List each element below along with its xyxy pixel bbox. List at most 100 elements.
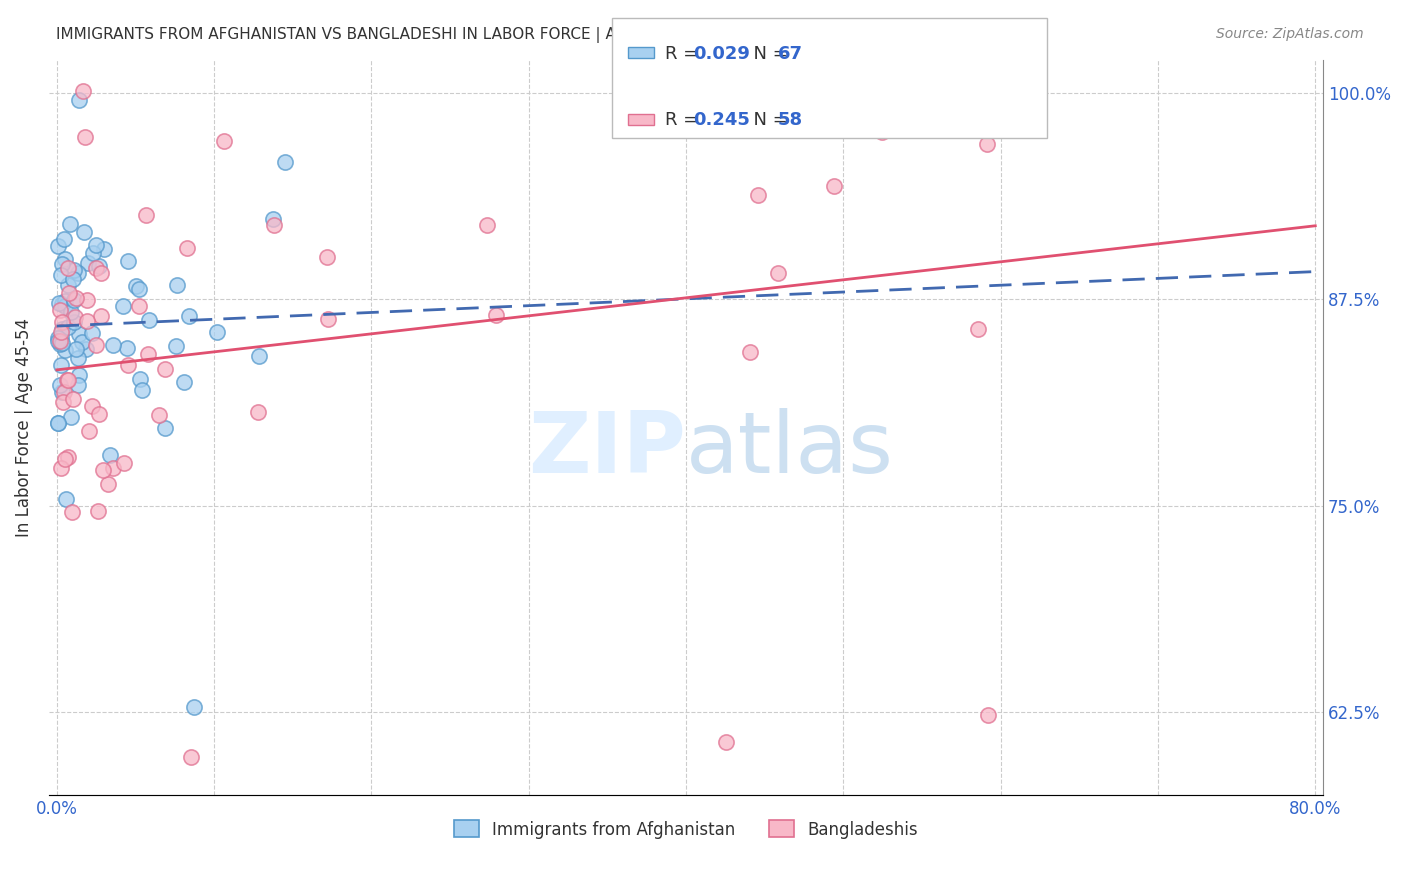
Text: R =: R = xyxy=(665,45,704,62)
Point xyxy=(72,334,94,349)
Point xyxy=(977,708,1000,723)
Point xyxy=(60,505,83,519)
Point xyxy=(67,266,90,280)
Point xyxy=(173,376,195,390)
Text: R =: R = xyxy=(665,112,704,129)
Point xyxy=(60,409,83,424)
Text: 67: 67 xyxy=(778,45,803,62)
Point xyxy=(56,277,79,292)
Point xyxy=(990,84,1012,98)
Point xyxy=(138,313,160,327)
Point xyxy=(72,84,94,98)
Point xyxy=(740,345,762,359)
Text: ZIP: ZIP xyxy=(529,408,686,491)
Point xyxy=(86,338,108,352)
Point xyxy=(48,417,70,431)
Point xyxy=(53,294,76,309)
Point xyxy=(67,368,90,382)
Point xyxy=(49,337,72,351)
Point xyxy=(84,261,107,276)
Point xyxy=(87,260,110,274)
Point xyxy=(148,408,170,422)
Point xyxy=(93,242,115,256)
Point xyxy=(315,250,337,264)
Point xyxy=(49,334,72,348)
Point xyxy=(90,266,112,280)
Point xyxy=(976,136,998,151)
Point xyxy=(98,448,121,462)
Point xyxy=(53,384,76,399)
Point xyxy=(77,425,100,439)
Point xyxy=(967,322,990,336)
Point xyxy=(49,461,72,475)
Point xyxy=(82,246,104,260)
Point xyxy=(125,279,148,293)
Text: Source: ZipAtlas.com: Source: ZipAtlas.com xyxy=(1216,27,1364,41)
Point xyxy=(58,286,80,301)
Text: 0.029: 0.029 xyxy=(693,45,749,62)
Point xyxy=(117,254,139,268)
Point xyxy=(56,260,79,275)
Point xyxy=(56,373,79,387)
Point xyxy=(62,271,84,285)
Point xyxy=(135,209,157,223)
Point xyxy=(51,321,73,335)
Point xyxy=(62,392,84,406)
Point xyxy=(56,450,79,464)
Point xyxy=(176,241,198,255)
Point xyxy=(84,238,107,252)
Point xyxy=(80,399,103,413)
Point xyxy=(136,347,159,361)
Point xyxy=(485,308,508,322)
Text: N =: N = xyxy=(742,45,794,62)
Point xyxy=(55,491,77,506)
Point xyxy=(183,700,205,714)
Point xyxy=(103,338,125,352)
Point xyxy=(115,341,138,355)
Point xyxy=(51,385,73,400)
Point xyxy=(128,371,150,385)
Text: 0.245: 0.245 xyxy=(693,112,749,129)
Point xyxy=(49,302,72,317)
Point xyxy=(51,335,73,350)
Point xyxy=(51,297,73,311)
Point xyxy=(766,267,789,281)
Point xyxy=(131,383,153,397)
Point xyxy=(67,93,90,107)
Point xyxy=(66,351,89,365)
Point xyxy=(51,315,73,329)
Point xyxy=(117,359,139,373)
Point xyxy=(97,477,120,491)
Point xyxy=(247,405,270,419)
Point xyxy=(103,460,125,475)
Point xyxy=(247,349,270,363)
Point xyxy=(48,239,70,253)
Point xyxy=(263,218,285,232)
Point xyxy=(155,361,177,376)
Point xyxy=(56,320,79,334)
Point xyxy=(73,130,96,145)
Point xyxy=(128,282,150,296)
Point xyxy=(59,304,82,318)
Point xyxy=(153,421,176,435)
Point xyxy=(128,299,150,313)
Point xyxy=(475,218,498,232)
Text: N =: N = xyxy=(742,112,794,129)
Point xyxy=(48,296,70,310)
Legend: Immigrants from Afghanistan, Bangladeshis: Immigrants from Afghanistan, Bangladeshi… xyxy=(447,814,925,846)
Point xyxy=(212,134,235,148)
Point xyxy=(49,325,72,339)
Text: 58: 58 xyxy=(778,112,803,129)
Point xyxy=(52,394,75,409)
Point xyxy=(90,309,112,323)
Point xyxy=(49,358,72,372)
Point xyxy=(51,257,73,271)
Point xyxy=(316,311,339,326)
Point xyxy=(48,331,70,345)
Point xyxy=(180,749,202,764)
Point xyxy=(51,268,73,282)
Point xyxy=(274,155,297,169)
Point xyxy=(80,326,103,340)
Point xyxy=(165,339,187,353)
Point xyxy=(67,378,90,392)
